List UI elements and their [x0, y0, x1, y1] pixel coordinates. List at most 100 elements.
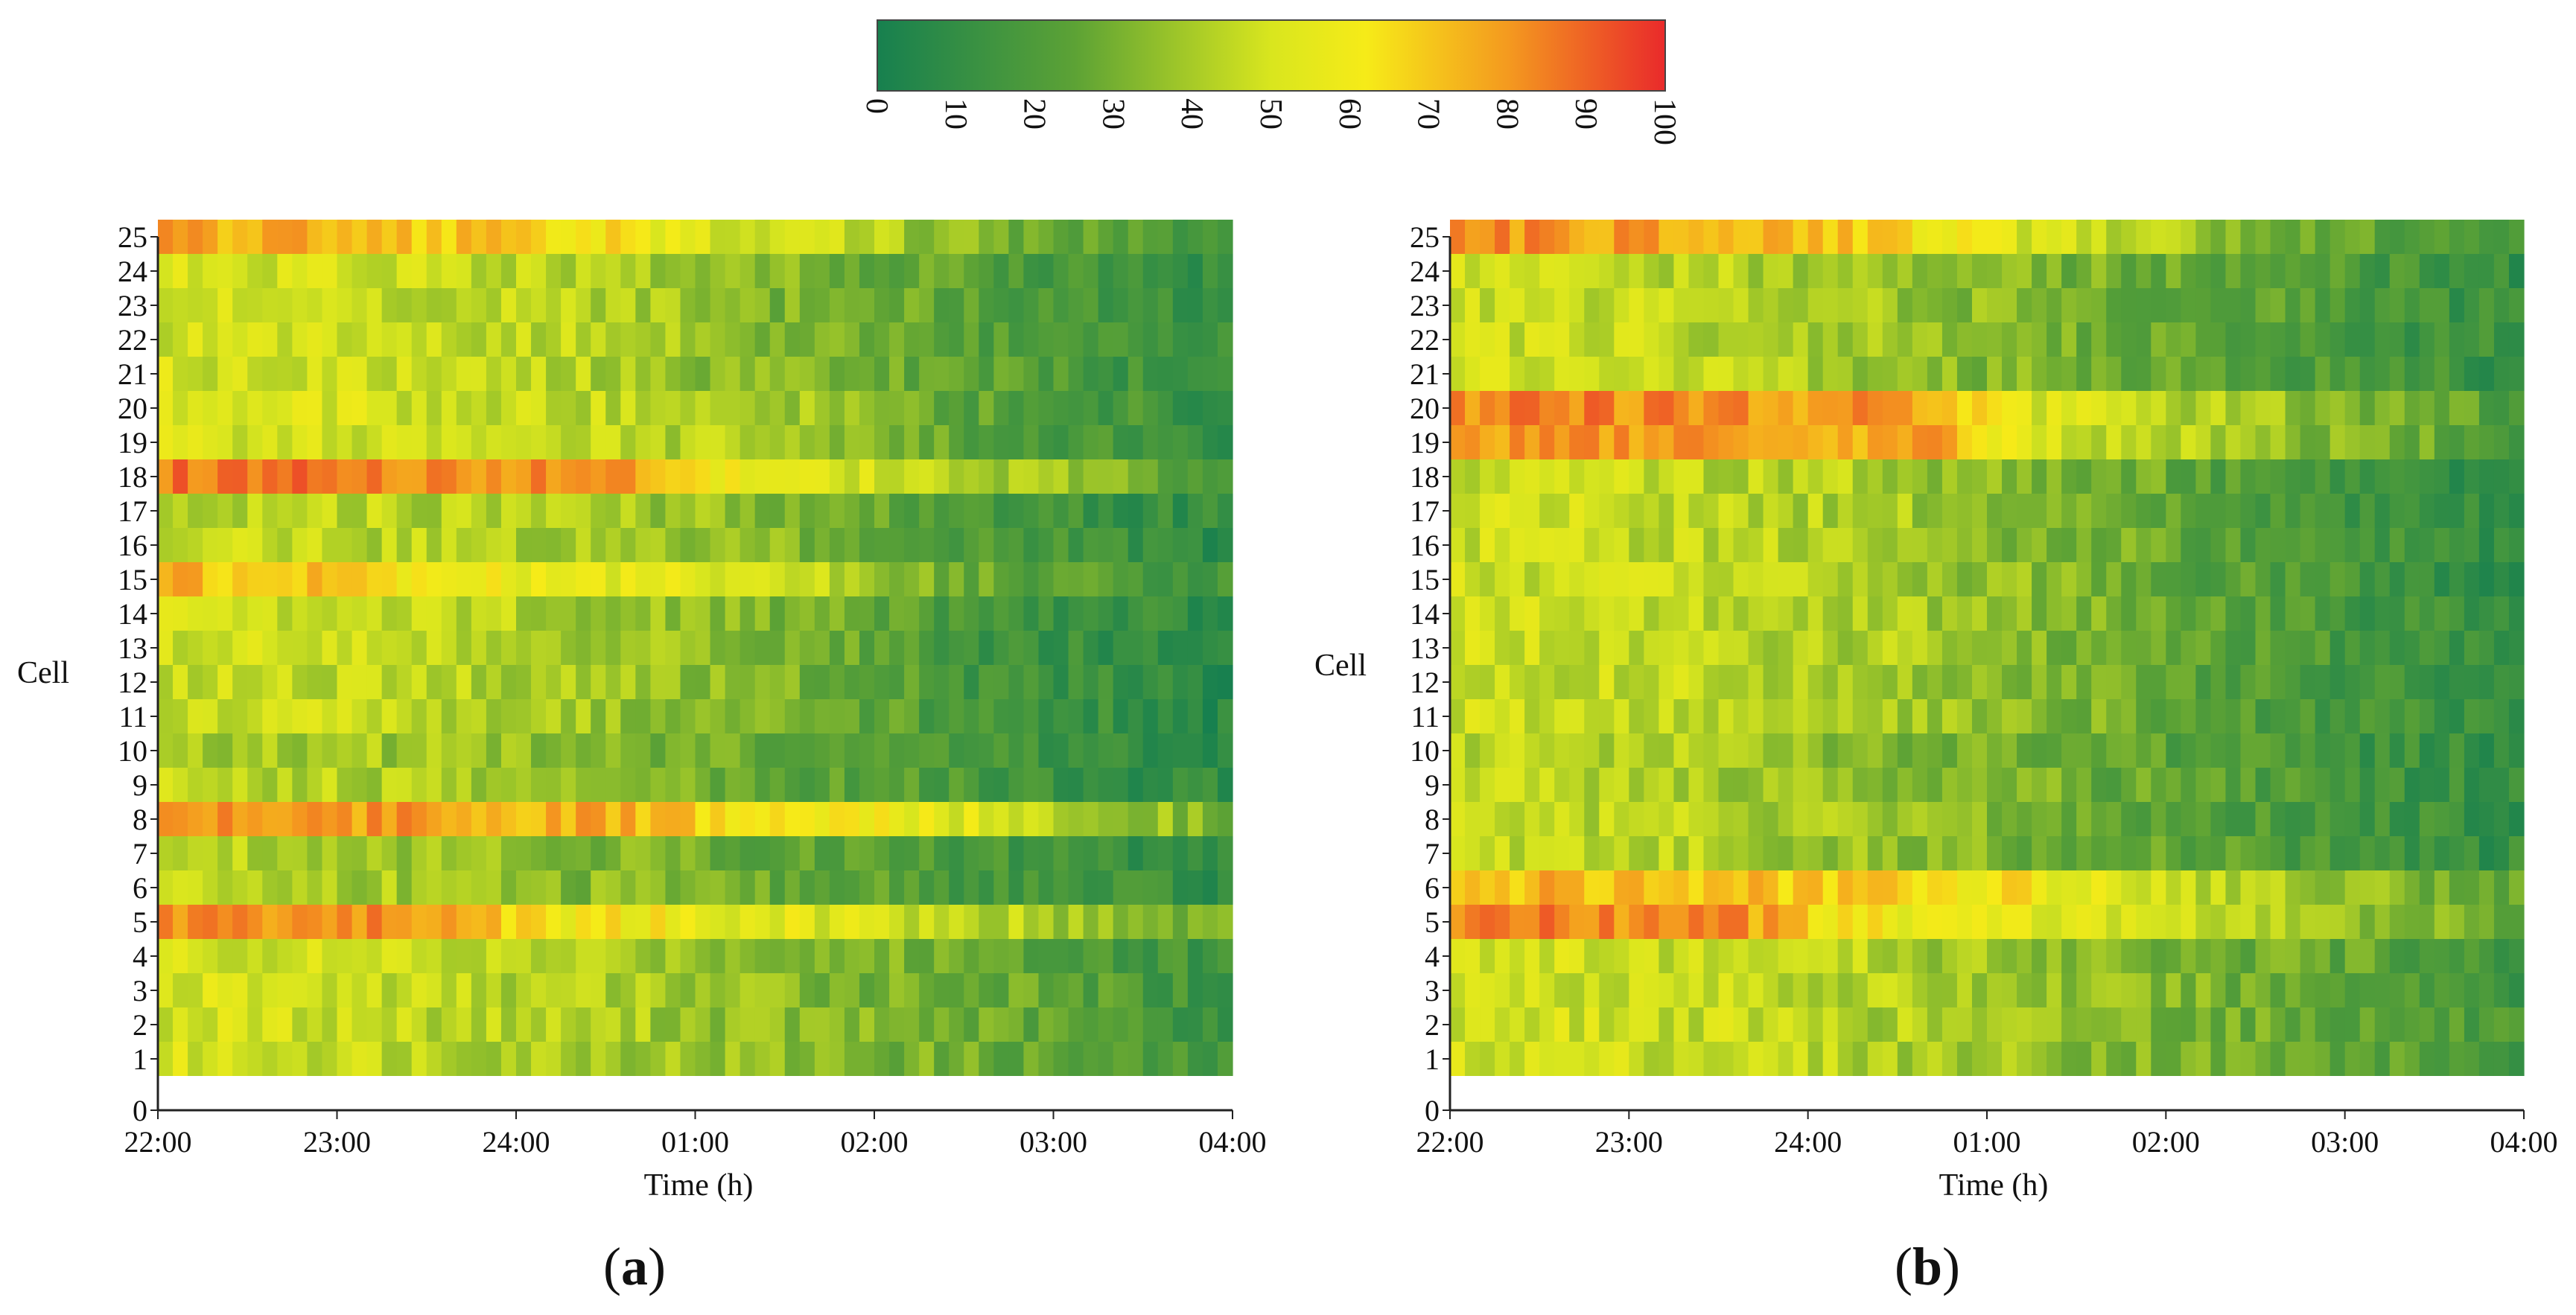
heatmap-cell [889, 768, 905, 802]
heatmap-cell [1465, 425, 1481, 459]
heatmap-cell [232, 357, 248, 391]
heatmap-cell [500, 1007, 517, 1042]
heatmap-cell [859, 322, 875, 357]
heatmap-cell [1941, 562, 1958, 596]
heatmap-cell [2464, 802, 2480, 836]
heatmap-cell [500, 288, 517, 322]
heatmap-cell [2017, 699, 2032, 733]
heatmap-cell [381, 528, 398, 562]
heatmap-cell [1157, 699, 1174, 733]
heatmap-cell [1748, 459, 1764, 494]
heatmap-cell [1807, 699, 1824, 733]
heatmap-cell [844, 288, 860, 322]
heatmap-cell [829, 665, 845, 699]
heatmap-cell [1142, 596, 1159, 631]
heatmap-cell [1703, 1042, 1720, 1076]
heatmap-cell [203, 939, 218, 973]
heatmap-cell [1599, 596, 1615, 631]
heatmap-cell [2449, 1042, 2465, 1076]
heatmap-cell [2300, 425, 2316, 459]
heatmap-cell [2002, 220, 2017, 254]
heatmap-cell [471, 322, 487, 357]
heatmap-cell [1659, 665, 1675, 699]
heatmap-cell [889, 665, 905, 699]
heatmap-cell [949, 528, 964, 562]
heatmap-cell [1172, 870, 1189, 905]
heatmap-cell [1142, 1007, 1159, 1042]
heatmap-cell [322, 870, 338, 905]
heatmap-cell [1083, 870, 1099, 905]
heatmap-cell [784, 254, 801, 288]
heatmap-cell [1217, 1007, 1233, 1042]
heatmap-cell [1987, 254, 2003, 288]
heatmap-cell [2017, 596, 2032, 631]
y-tick-label: 2 [133, 1008, 147, 1042]
heatmap-cell [203, 836, 218, 870]
heatmap-cell [1554, 220, 1570, 254]
heatmap-cell [2017, 562, 2032, 596]
heatmap-cell [2136, 1007, 2152, 1042]
heatmap-cell [1629, 220, 1644, 254]
heatmap-cell [2300, 631, 2316, 665]
heatmap-cell [934, 939, 950, 973]
heatmap-cell [2389, 562, 2405, 596]
heatmap-cell [456, 733, 472, 768]
heatmap-cell [426, 802, 442, 836]
heatmap-cell [1023, 733, 1040, 768]
heatmap-cell [949, 905, 964, 939]
heatmap-cell [844, 220, 860, 254]
heatmap-cell [650, 562, 667, 596]
heatmap-cell [2061, 631, 2077, 665]
heatmap-cell [1083, 1007, 1099, 1042]
heatmap-cell [292, 768, 308, 802]
heatmap-cell [1083, 357, 1099, 391]
heatmap-cell [1778, 973, 1794, 1007]
heatmap-cell [2374, 459, 2391, 494]
heatmap-cell [1008, 220, 1025, 254]
heatmap-cell [337, 288, 353, 322]
heatmap-cell [1539, 1042, 1555, 1076]
heatmap-cell [2329, 459, 2346, 494]
heatmap-cell [1807, 836, 1824, 870]
heatmap-cell [754, 665, 771, 699]
heatmap-cell [1673, 939, 1690, 973]
heatmap-cell [1912, 665, 1928, 699]
x-tick-label: 02:00 [840, 1125, 908, 1159]
heatmap-cell [1927, 391, 1943, 425]
heatmap-cell [396, 631, 413, 665]
heatmap-cell [2136, 1042, 2152, 1076]
heatmap-cell [1673, 288, 1690, 322]
heatmap-cell [2255, 1007, 2271, 1042]
heatmap-cell [1202, 665, 1218, 699]
heatmap-cell [2478, 905, 2495, 939]
heatmap-cell [561, 562, 576, 596]
heatmap-cell [441, 459, 457, 494]
heatmap-cell [1495, 1007, 1510, 1042]
heatmap-cell [1971, 665, 1988, 699]
heatmap-cell [352, 357, 368, 391]
y-tick-label: 13 [1410, 631, 1440, 665]
heatmap-cell [381, 562, 398, 596]
heatmap-cell [516, 596, 532, 631]
heatmap-cell [754, 254, 771, 288]
heatmap-cell [1718, 494, 1734, 528]
heatmap-cell [516, 905, 532, 939]
heatmap-cell [188, 1007, 203, 1042]
heatmap-cell [993, 802, 1009, 836]
heatmap-cell [620, 631, 636, 665]
heatmap-cell [1659, 973, 1675, 1007]
heatmap-cell [2389, 254, 2405, 288]
heatmap-cell [188, 596, 203, 631]
heatmap-cell [1837, 733, 1854, 768]
heatmap-cell [1763, 733, 1779, 768]
heatmap-cell [754, 1007, 771, 1042]
heatmap-cell [441, 1007, 457, 1042]
heatmap-cell [859, 802, 875, 836]
heatmap-cell [1539, 357, 1555, 391]
heatmap-cell [381, 802, 398, 836]
heatmap-cell [904, 1007, 920, 1042]
heatmap-cell [889, 391, 905, 425]
heatmap-cell [814, 562, 830, 596]
x-tick-label: 04:00 [1198, 1125, 1266, 1159]
heatmap-cell [1718, 870, 1734, 905]
